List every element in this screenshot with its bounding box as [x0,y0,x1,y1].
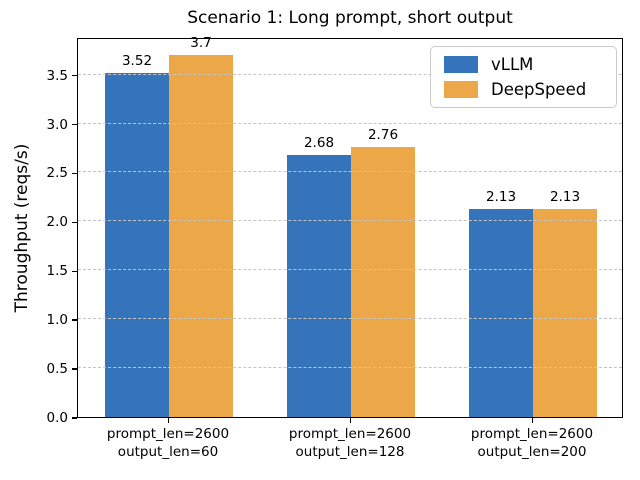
x-tick [167,418,169,423]
bar-value-label: 2.13 [549,188,581,205]
y-tick-label: 3.5 [46,67,68,84]
bar-deepspeed [351,147,415,417]
bar-value-label: 3.52 [121,52,153,69]
legend-color-swatch-vllm [444,56,478,73]
bar-vllm [287,154,351,417]
bar-vllm [105,72,169,417]
y-tick [72,417,77,419]
x-tick-label: prompt_len=2600 output_len=200 [471,425,593,461]
bar-deepspeed [169,55,233,417]
bar-value-label: 2.13 [485,188,517,205]
x-tick [349,418,351,423]
x-tick-label-line2: output_len=60 [117,444,219,460]
y-tick-label: 1.5 [46,263,68,280]
y-tick-label: 0.5 [46,361,68,378]
y-tick [72,368,77,370]
x-tick-label-line1: prompt_len=2600 [470,426,594,442]
legend: vLLM DeepSpeed [430,46,617,108]
bar-value-label: 2.76 [367,127,399,144]
y-tick-label: 3.0 [46,116,68,133]
x-tick-label: prompt_len=2600 output_len=128 [289,425,411,461]
y-tick [72,74,77,77]
x-tick-label-line1: prompt_len=2600 [288,426,412,442]
bar-vllm [469,208,533,417]
legend-label-vllm: vLLM [491,55,534,74]
x-tick-label-line2: output_len=200 [477,444,587,460]
y-tick [72,270,77,272]
y-tick-label: 2.0 [46,214,68,231]
legend-item-deepspeed: DeepSpeed [431,80,616,99]
y-tick [72,172,77,175]
y-tick-label: 0.0 [46,410,68,426]
y-tick-label: 1.0 [46,312,68,329]
y-tick [72,123,77,126]
x-tick-label-line2: output_len=128 [295,444,405,460]
bar-value-label: 3.7 [190,35,212,52]
y-tick [72,319,77,321]
bar-deepspeed [533,208,597,417]
chart-title: Scenario 1: Long prompt, short output [187,8,513,28]
x-tick-label-line1: prompt_len=2600 [106,426,230,442]
y-tick [72,221,77,224]
bar-value-label: 2.68 [303,134,335,151]
legend-label-deepspeed: DeepSpeed [491,80,587,99]
legend-color-swatch-deepspeed [444,81,478,98]
x-tick [531,418,533,423]
x-tick-label: prompt_len=2600 output_len=60 [107,425,229,461]
y-tick-label: 2.5 [46,165,68,182]
legend-item-vllm: vLLM [431,55,616,74]
